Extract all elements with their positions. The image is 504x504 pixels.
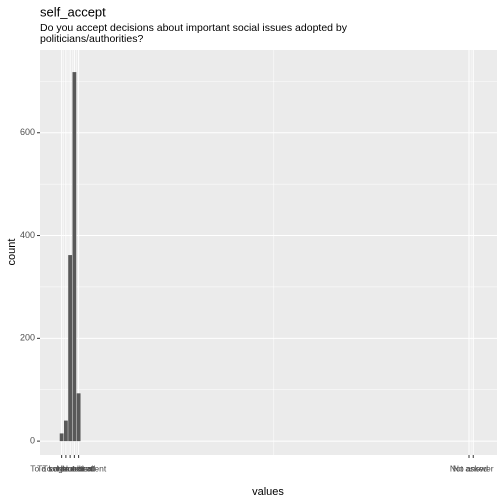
x-tick-label: Neutral (56, 463, 84, 473)
subtitle-box: Do you accept decisions about important … (40, 23, 348, 45)
chart-title: self_accept (40, 4, 106, 19)
panel (40, 50, 497, 455)
bar (63, 420, 68, 442)
x-tick-label: Not at all (62, 463, 96, 473)
y-tick-label: 0 (30, 435, 35, 445)
x-tick-label: To some extent (37, 463, 95, 473)
bar (76, 393, 81, 442)
y-tick-label: 200 (20, 333, 35, 343)
bar (72, 72, 77, 442)
y-tick-label: 600 (20, 127, 35, 137)
chart-subtitle: Do you accept decisions about important … (40, 23, 348, 45)
x-tick-label: No answer (453, 463, 494, 473)
y-tick-label: 400 (20, 230, 35, 240)
x-tick-label: To a small extent (42, 463, 106, 473)
y-axis-label: count (6, 239, 18, 266)
bar (59, 433, 64, 442)
x-tick-label: To a large extent (30, 463, 93, 473)
x-tick-label: Not asked (450, 463, 489, 473)
bar (68, 255, 73, 442)
x-axis-label: values (252, 486, 284, 498)
